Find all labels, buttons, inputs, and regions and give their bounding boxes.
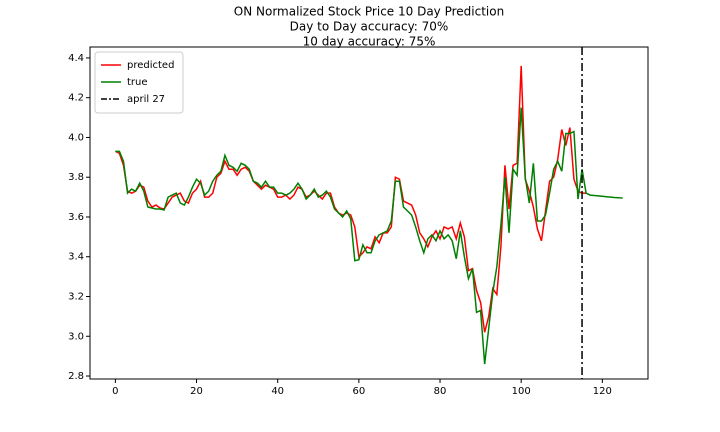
legend-label: true: [127, 77, 148, 88]
y-tick-label: 2.8: [68, 371, 84, 382]
y-tick-label: 3.2: [68, 291, 84, 302]
x-tick-label: 100: [512, 386, 531, 397]
x-tick-label: 120: [593, 386, 612, 397]
y-tick-label: 4.2: [68, 93, 84, 104]
y-tick-label: 3.8: [68, 172, 84, 183]
x-tick-label: 40: [271, 386, 284, 397]
y-tick-label: 3.6: [68, 212, 84, 223]
legend-box: [94, 51, 184, 114]
y-tick-label: 3.4: [68, 252, 84, 263]
x-tick-label: 0: [112, 386, 118, 397]
x-tick-label: 60: [352, 386, 365, 397]
y-tick-label: 4.4: [68, 53, 84, 64]
y-tick-label: 4.0: [68, 132, 84, 143]
chart-title: ON Normalized Stock Price 10 Day Predict…: [234, 5, 504, 19]
legend-label: april 27: [127, 94, 165, 105]
y-tick-label: 3.0: [68, 331, 84, 342]
axes-frame: [89, 46, 649, 380]
x-tick-label: 20: [190, 386, 203, 397]
legend-label: predicted: [127, 60, 174, 71]
series-line: [115, 65, 587, 333]
x-tick-label: 80: [434, 386, 447, 397]
chart-subtitle: Day to Day accuracy: 70%: [290, 20, 449, 34]
series-line: [115, 107, 623, 365]
chart-subtitle: 10 day accuracy: 75%: [303, 35, 436, 49]
